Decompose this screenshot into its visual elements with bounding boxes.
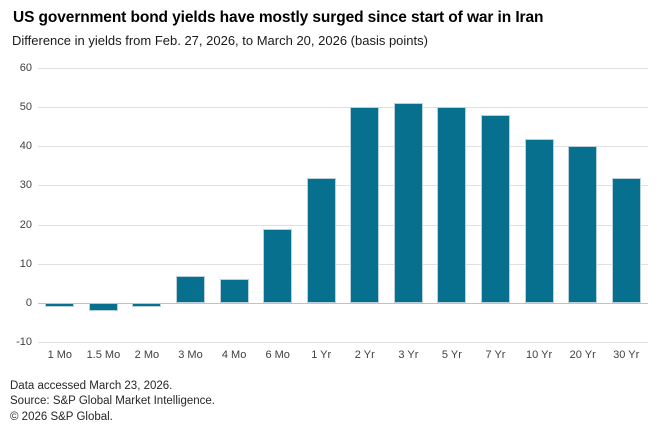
bar-5-yr — [437, 107, 467, 303]
gridline-y--10 — [38, 342, 648, 343]
gridline-y-10 — [38, 263, 648, 265]
x-axis-tick-label: 1 Mo — [47, 349, 73, 361]
x-axis-tick-label: 3 Mo — [178, 349, 203, 361]
gridline-y-40 — [38, 146, 648, 148]
bar-3-mo — [176, 275, 205, 303]
y-axis-tick-label: 20 — [19, 218, 32, 231]
y-axis-tick-label: 10 — [19, 257, 32, 270]
gridline-y-30 — [38, 185, 648, 187]
bar-30-yr — [611, 177, 641, 303]
x-axis-tick-label: 30 Yr — [613, 349, 640, 361]
x-axis-tick-label: 1.5 Mo — [86, 349, 121, 361]
x-axis-tick-label: 2 Yr — [354, 349, 375, 361]
footer-copyright: © 2026 S&P Global. — [10, 410, 113, 423]
gridline-y-20 — [38, 224, 648, 226]
chart-footer: Data accessed March 23, 2026. Source: S&… — [10, 379, 215, 425]
bar-1-yr — [306, 177, 336, 303]
bar-3-yr — [393, 103, 423, 303]
zero-axis-line — [38, 302, 648, 304]
x-axis-tick-label: 6 Mo — [265, 349, 290, 361]
y-axis-tick-label: 50 — [19, 101, 32, 114]
x-axis-tick-label: 7 Yr — [485, 349, 506, 361]
y-axis-tick-label: -10 — [16, 336, 32, 348]
x-axis-tick-label: 5 Yr — [441, 349, 462, 361]
bar-10-yr — [524, 138, 554, 303]
x-axis-tick-label: 1 Yr — [311, 349, 332, 361]
bar-2-yr — [350, 107, 380, 303]
chart-title: US government bond yields have mostly su… — [13, 9, 544, 26]
gridline-y-50 — [38, 107, 648, 109]
bar-6-mo — [263, 228, 293, 303]
x-axis-tick-label: 20 Yr — [569, 349, 596, 361]
chart-subtitle: Difference in yields from Feb. 27, 2026,… — [12, 33, 428, 48]
y-axis-tick-label: 30 — [19, 179, 32, 192]
x-axis-tick-label: 10 Yr — [526, 349, 553, 361]
bar-4-mo — [219, 279, 249, 303]
bar-1.5-mo — [88, 302, 118, 311]
x-axis-tick-label: 4 Mo — [221, 349, 247, 361]
x-axis-tick-label: 3 Yr — [398, 349, 419, 361]
y-axis-tick-label: 60 — [19, 62, 32, 74]
footer-accessed: Data accessed March 23, 2026. — [10, 380, 173, 392]
y-axis-tick-label: 40 — [19, 140, 32, 153]
gridline-y-60 — [38, 68, 648, 69]
bar-chart: 60 50 40 30 20 10 0 -10 1 Mo 1.5 Mo 2 Mo 3 Mo 4 Mo 6 … — [16, 62, 648, 361]
bar-7-yr — [481, 115, 510, 303]
footer-source: Source: S&P Global Market Intelligence. — [10, 395, 215, 408]
y-axis-tick-label: 0 — [25, 296, 32, 309]
x-axis-tick-label: 2 Mo — [134, 349, 160, 361]
bar-20-yr — [568, 146, 598, 303]
